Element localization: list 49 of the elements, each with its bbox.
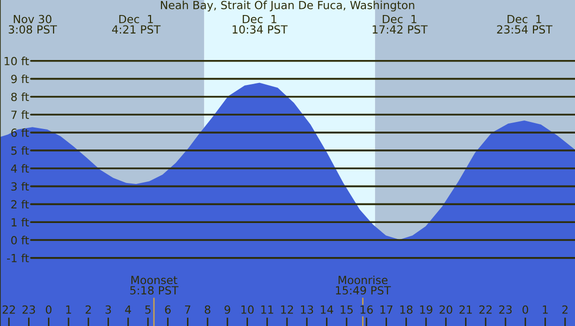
x-tick-label: 4 (125, 306, 132, 314)
x-tick-label: 7 (185, 306, 190, 314)
annotation: Dec 1 23:54 PST (497, 15, 552, 34)
x-tick-label: 22 (2, 305, 15, 314)
ref-line-label: Moonset 5:18 PST (130, 276, 178, 295)
x-tick-label: 22 (479, 305, 492, 314)
y-tick-label: 4 ft (11, 164, 29, 173)
chart-title: Neah Bay, Strait Of Juan De Fuca, Washington (160, 0, 414, 12)
y-tick-label: 9 ft (11, 74, 29, 84)
y-tick-label: 0 ft (11, 236, 29, 244)
x-tick-label: 15 (340, 306, 353, 314)
x-tick-label: 9 (224, 305, 230, 314)
x-tick-label: 6 (165, 305, 171, 314)
x-tick-label: 5 (145, 306, 151, 314)
y-tick-label: -1 ft (7, 254, 29, 262)
x-tick-label: 10 (241, 305, 254, 314)
x-tick-label: 1 (66, 306, 72, 314)
x-tick-label: 19 (420, 305, 432, 314)
x-tick-label: 12 (281, 305, 293, 314)
y-tick-label: 1 ft (12, 218, 29, 226)
x-tick-label: 11 (261, 306, 274, 314)
x-tick-label: 8 (204, 305, 210, 314)
annotation: Dec 1 4:21 PST (112, 15, 161, 34)
y-tick-label: 3 ft (11, 182, 29, 191)
annotation: Dec 1 17:42 PST (372, 15, 428, 34)
annotation: Nov 30 3:08 PST (8, 14, 57, 34)
y-tick-label: 5 ft (11, 146, 29, 155)
annotation: Dec 1 10:34 PST (232, 15, 288, 34)
x-tick-label: 0 (46, 305, 52, 314)
y-tick-label: 6 ft (11, 128, 29, 137)
x-tick-label: 23 (499, 305, 512, 314)
x-tick-label: 17 (380, 306, 392, 314)
y-tick-label: 2 ft (11, 200, 29, 208)
ref-line-label: Moonrise 15:49 PST (336, 276, 391, 295)
y-tick-label: 8 ft (11, 92, 29, 102)
x-tick-label: 21 (460, 305, 472, 314)
x-tick-label: 3 (106, 305, 111, 314)
x-tick-label: 18 (400, 305, 412, 314)
x-tick-label: 0 (522, 305, 528, 314)
x-tick-label: 2 (86, 305, 91, 314)
x-tick-label: 20 (440, 305, 452, 314)
x-tick-label: 14 (320, 306, 334, 314)
y-tick-label: 10 ft (4, 56, 29, 66)
x-tick-label: 1 (542, 306, 548, 314)
x-tick-label: 16 (360, 305, 373, 314)
y-tick-label: 7 ft (11, 110, 29, 119)
x-tick-label: 2 (562, 305, 568, 314)
x-tick-label: 23 (22, 305, 35, 314)
x-tick-label: 13 (301, 305, 314, 314)
